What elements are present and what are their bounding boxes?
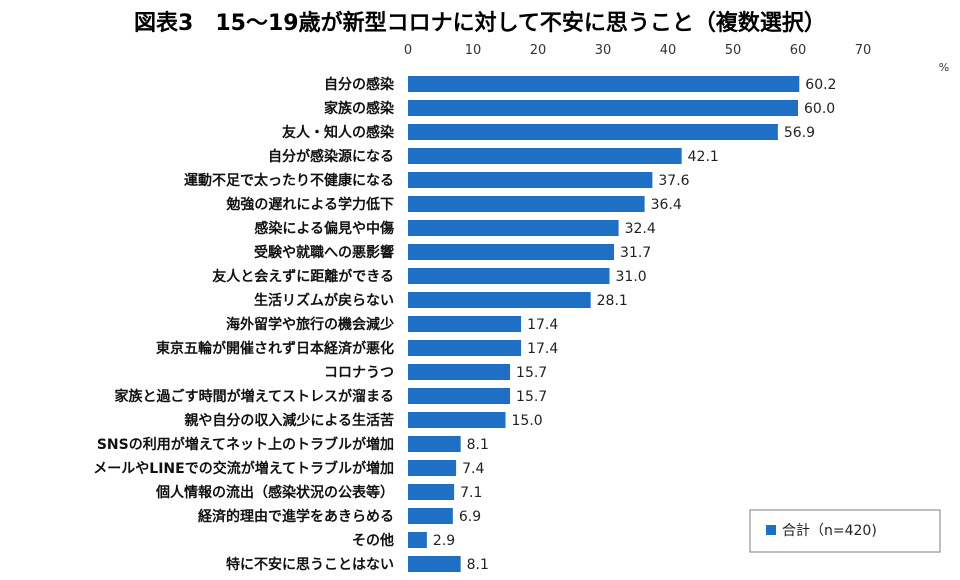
bar [408,100,798,116]
bar [408,268,610,284]
category-label: 自分が感染源になる [268,148,394,165]
category-label: 家族の感染 [324,100,395,117]
x-tick-label: 20 [530,43,547,58]
bar [408,196,645,212]
category-label: 特に不安に思うことはない [226,556,394,573]
data-label: 7.1 [460,485,482,501]
data-label: 32.4 [625,221,656,237]
legend: 合計（n=420) [749,509,941,553]
legend-swatch [766,525,776,535]
x-tick-label: 60 [790,43,807,58]
bar [408,436,461,452]
data-label: 17.4 [527,317,558,333]
category-label: メールやLINEでの交流が増えてトラブルが増加 [93,460,394,477]
data-label: 28.1 [597,293,628,309]
bar [408,220,619,236]
bar [408,364,511,380]
bar [408,172,653,188]
x-tick-label: 40 [660,43,677,58]
category-label: 生活リズムが戻らない [254,292,394,309]
category-label: コロナうつ [324,365,394,381]
unit-label: % [939,61,949,74]
category-label: 友人・知人の感染 [282,124,395,141]
category-label: 運動不足で太ったり不健康になる [184,172,394,189]
category-label: SNSの利用が増えてネット上のトラブルが増加 [97,436,394,453]
bars-group: 自分の感染 60.2 家族の感染 60.0 友人・知人の感染 56.9 自分が感染源になる 4… [93,76,836,573]
category-label: 東京五輪が開催されず日本経済が悪化 [156,340,394,357]
data-label: 17.4 [527,341,558,357]
bar [408,76,800,92]
data-label: 2.9 [433,533,455,549]
x-tick-label: 70 [855,43,872,58]
bar [408,244,615,260]
legend-box [749,509,941,553]
x-tick-label: 30 [595,43,612,58]
bar [408,460,457,476]
data-label: 60.0 [804,101,835,117]
x-tick-label: 10 [465,43,482,58]
category-label: 海外留学や旅行の機会減少 [226,316,394,333]
data-label: 15.7 [516,389,547,405]
bar [408,124,778,140]
data-label: 36.4 [651,197,682,213]
category-label: 友人と会えずに距離ができる [212,268,394,285]
data-label: 37.6 [658,173,689,189]
chart-title: 図表3 15〜19歳が新型コロナに対して不安に思うこと（複数選択） [134,10,826,36]
category-label: 自分の感染 [324,76,395,93]
category-label: その他 [352,532,394,549]
bar [408,412,506,428]
category-label: 経済的理由で進学をあきらめる [198,508,394,525]
data-label: 15.7 [516,365,547,381]
x-tick-label: 50 [725,43,742,58]
data-label: 42.1 [688,149,719,165]
category-label: 感染による偏見や中傷 [254,220,394,237]
bar [408,292,591,308]
category-label: 個人情報の流出（感染状況の公表等） [155,484,394,501]
bar [408,340,522,356]
data-label: 8.1 [467,557,489,573]
bar [408,556,461,572]
x-tick-label: 0 [404,43,412,58]
data-label: 60.2 [805,77,836,93]
category-label: 親や自分の収入減少による生活苦 [184,412,394,429]
data-label: 31.0 [616,269,647,285]
x-axis-ticks: 0 10 20 30 40 50 60 70 [404,43,871,58]
category-label: 勉強の遅れによる学力低下 [225,196,394,213]
bar [408,484,455,500]
bar [408,148,682,164]
data-label: 8.1 [467,437,489,453]
legend-label: 合計（n=420) [782,523,877,539]
category-label: 受験や就職への悪影響 [254,244,394,261]
data-label: 56.9 [784,125,815,141]
bar [408,532,427,548]
bar [408,508,453,524]
category-label: 家族と過ごす時間が増えてストレスが溜まる [115,388,394,405]
data-label: 7.4 [462,461,484,477]
data-label: 6.9 [459,509,481,525]
bar [408,316,522,332]
data-label: 15.0 [512,413,543,429]
data-label: 31.7 [620,245,651,261]
bar [408,388,511,404]
